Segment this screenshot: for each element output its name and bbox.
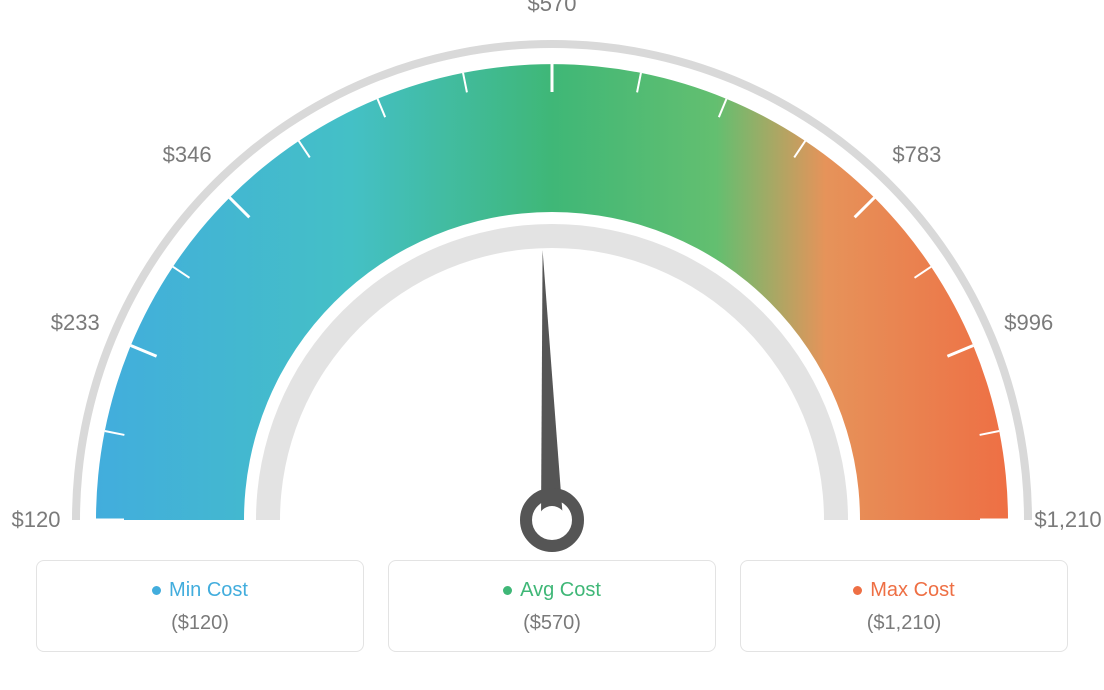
legend-card-max: Max Cost ($1,210)	[740, 560, 1068, 652]
legend-value-avg: ($570)	[399, 612, 705, 635]
gauge-tick-label: $996	[1004, 310, 1053, 336]
gauge-tick-label: $120	[12, 507, 61, 533]
legend-value-max: ($1,210)	[751, 612, 1057, 635]
legend-title-avg: Avg Cost	[503, 579, 601, 602]
legend-dot-min	[152, 586, 161, 595]
gauge-tick-label: $346	[163, 142, 212, 168]
gauge-tick-label: $783	[892, 142, 941, 168]
legend-value-min: ($120)	[47, 612, 353, 635]
legend-dot-max	[853, 586, 862, 595]
legend-card-min: Min Cost ($120)	[36, 560, 364, 652]
legend-dot-avg	[503, 586, 512, 595]
gauge-chart: $120 $233 $346 $570 $783 $996 $1,210	[0, 0, 1104, 560]
legend-label-avg: Avg Cost	[520, 579, 601, 602]
gauge-svg	[0, 20, 1104, 560]
legend-title-min: Min Cost	[152, 579, 248, 602]
legend-card-avg: Avg Cost ($570)	[388, 560, 716, 652]
legend-title-max: Max Cost	[853, 579, 954, 602]
legend-row: Min Cost ($120) Avg Cost ($570) Max Cost…	[0, 560, 1104, 672]
gauge-tick-label: $570	[528, 0, 577, 17]
gauge-tick-label: $1,210	[1034, 507, 1101, 533]
legend-label-max: Max Cost	[870, 579, 954, 602]
legend-label-min: Min Cost	[169, 579, 248, 602]
gauge-tick-label: $233	[51, 310, 100, 336]
